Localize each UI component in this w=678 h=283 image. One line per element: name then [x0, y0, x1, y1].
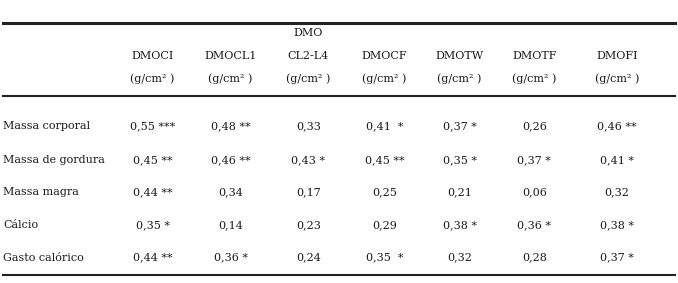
- Text: Gasto calórico: Gasto calórico: [3, 252, 84, 263]
- Text: DMOTW: DMOTW: [436, 51, 483, 61]
- Text: 0,14: 0,14: [218, 220, 243, 230]
- Text: 0,44 **: 0,44 **: [133, 252, 172, 263]
- Text: 0,36 *: 0,36 *: [214, 252, 247, 263]
- Text: DMOCL1: DMOCL1: [204, 51, 257, 61]
- Text: 0,26: 0,26: [522, 121, 546, 131]
- Text: 0,45 **: 0,45 **: [133, 155, 172, 165]
- Text: 0,43 *: 0,43 *: [292, 155, 325, 165]
- Text: 0,45 **: 0,45 **: [365, 155, 404, 165]
- Text: DMO: DMO: [294, 28, 323, 38]
- Text: DMOCI: DMOCI: [132, 51, 174, 61]
- Text: 0,32: 0,32: [447, 252, 472, 263]
- Text: 0,37 *: 0,37 *: [600, 252, 634, 263]
- Text: 0,44 **: 0,44 **: [133, 187, 172, 198]
- Text: 0,41 *: 0,41 *: [600, 155, 634, 165]
- Text: DMOTF: DMOTF: [512, 51, 557, 61]
- Text: 0,46 **: 0,46 **: [211, 155, 250, 165]
- Text: 0,37 *: 0,37 *: [517, 155, 551, 165]
- Text: (g/cm² ): (g/cm² ): [362, 74, 407, 84]
- Text: 0,38 *: 0,38 *: [600, 220, 634, 230]
- Text: (g/cm² ): (g/cm² ): [512, 74, 557, 84]
- Text: 0,41  *: 0,41 *: [365, 121, 403, 131]
- Text: Massa de gordura: Massa de gordura: [3, 155, 105, 165]
- Text: 0,35  *: 0,35 *: [365, 252, 403, 263]
- Text: (g/cm² ): (g/cm² ): [595, 74, 639, 84]
- Text: 0,36 *: 0,36 *: [517, 220, 551, 230]
- Text: 0,06: 0,06: [522, 187, 546, 198]
- Text: 0,33: 0,33: [296, 121, 321, 131]
- Text: (g/cm² ): (g/cm² ): [208, 74, 253, 84]
- Text: CL2-L4: CL2-L4: [288, 51, 329, 61]
- Text: 0,35 *: 0,35 *: [136, 220, 170, 230]
- Text: 0,24: 0,24: [296, 252, 321, 263]
- Text: 0,23: 0,23: [296, 220, 321, 230]
- Text: 0,48 **: 0,48 **: [211, 121, 250, 131]
- Text: DMOCF: DMOCF: [361, 51, 407, 61]
- Text: Massa magra: Massa magra: [3, 187, 79, 198]
- Text: 0,28: 0,28: [522, 252, 546, 263]
- Text: 0,37 *: 0,37 *: [443, 121, 477, 131]
- Text: Cálcio: Cálcio: [3, 220, 39, 230]
- Text: 0,34: 0,34: [218, 187, 243, 198]
- Text: 0,55 ***: 0,55 ***: [130, 121, 175, 131]
- Text: (g/cm² ): (g/cm² ): [130, 74, 175, 84]
- Text: (g/cm² ): (g/cm² ): [286, 74, 331, 84]
- Text: 0,35 *: 0,35 *: [443, 155, 477, 165]
- Text: 0,25: 0,25: [372, 187, 397, 198]
- Text: 0,17: 0,17: [296, 187, 321, 198]
- Text: (g/cm² ): (g/cm² ): [437, 74, 482, 84]
- Text: 0,21: 0,21: [447, 187, 472, 198]
- Text: 0,38 *: 0,38 *: [443, 220, 477, 230]
- Text: DMOFI: DMOFI: [596, 51, 638, 61]
- Text: Massa corporal: Massa corporal: [3, 121, 91, 131]
- Text: 0,29: 0,29: [372, 220, 397, 230]
- Text: 0,46 **: 0,46 **: [597, 121, 637, 131]
- Text: 0,32: 0,32: [605, 187, 629, 198]
